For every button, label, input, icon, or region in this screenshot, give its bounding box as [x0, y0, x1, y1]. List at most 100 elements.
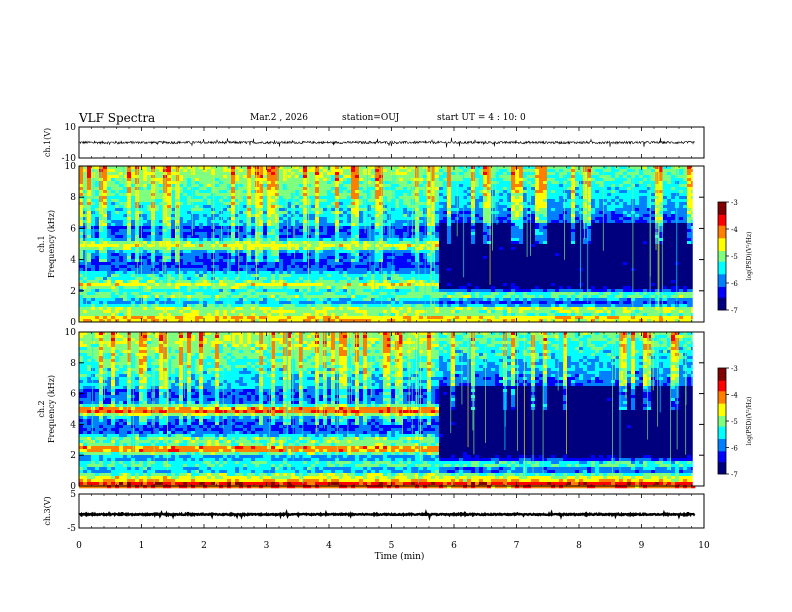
- ch1-spectrogram-cell: [315, 253, 320, 257]
- ch1-spectrogram-cell: [91, 307, 96, 311]
- ch1-spectrogram-cell: [431, 262, 436, 266]
- ch1-spectrogram-cell: [123, 289, 128, 293]
- ch1-spectrogram-cell: [407, 178, 412, 182]
- ch1-spectrogram-cell: [351, 250, 356, 254]
- ch1-spectrogram-cell: [447, 214, 452, 218]
- ch1-spectrogram-cell: [231, 229, 236, 233]
- ch1-spectrogram-cell: [219, 205, 224, 209]
- ch1-spectrogram-cell: [83, 319, 88, 323]
- ch1-spectrogram-cell: [335, 256, 340, 260]
- ch1-spectrogram-cell: [83, 238, 88, 242]
- ch1-spectrogram-cell: [79, 208, 84, 212]
- ch1-spectrogram-cell: [227, 253, 232, 257]
- ch1-spectrogram-cell: [211, 307, 216, 311]
- ch1-spectrogram-cell: [367, 196, 372, 200]
- ch1-spectrogram-cell: [355, 244, 360, 248]
- ch1-spectrogram-cell: [291, 268, 296, 272]
- ch1-spectrogram-cell: [79, 166, 84, 170]
- ch1-spectrogram-cell: [311, 187, 316, 191]
- ch1-spectrogram-cell: [155, 259, 160, 263]
- ch1-spectrogram-cell: [235, 268, 240, 272]
- ch1-spectrogram-cell: [387, 250, 392, 254]
- ch1-spectrogram-cell: [307, 316, 312, 320]
- ch1-spectrogram-cell: [243, 253, 248, 257]
- ch1-spectrogram-cell: [219, 181, 224, 185]
- ch1-spectrogram-cell: [351, 310, 356, 314]
- ch1-spectrogram-cell: [143, 316, 148, 320]
- ch1-spectrogram-cell: [155, 289, 160, 293]
- ch1-spectrogram-cell: [347, 235, 352, 239]
- ch1-spectrogram-cell: [247, 187, 252, 191]
- ch1-spectrogram-cell: [283, 247, 288, 251]
- ch1-spectrogram-cell: [371, 169, 376, 173]
- ch1-spectrogram-cell: [271, 166, 276, 170]
- ch1-spectrogram-cell: [247, 166, 252, 170]
- ch1-spectrogram-cell: [379, 313, 384, 317]
- ch1-spectrogram-cell: [319, 250, 324, 254]
- ch1-spectrogram-cell: [343, 187, 348, 191]
- ch1-spectrogram-cell: [111, 196, 116, 200]
- ch1-spectrogram-cell: [195, 175, 200, 179]
- ch1-spectrogram-cell: [195, 277, 200, 281]
- ch1-spectrogram-cell: [399, 196, 404, 200]
- ch1-spectrogram-cell: [431, 283, 436, 287]
- ch1-spectrogram-cell: [123, 166, 128, 170]
- ch1-spectrogram-cell: [239, 205, 244, 209]
- ch1-spectrogram-cell: [279, 253, 284, 257]
- ch1-spectrogram-cell: [299, 172, 304, 176]
- ch1-spectrogram-cell: [239, 226, 244, 230]
- ch1-spectrogram-cell: [155, 211, 160, 215]
- ch1-spectrogram-cell: [371, 175, 376, 179]
- ch1-spectrogram-cell: [151, 280, 156, 284]
- ch1-spectrogram-cell: [403, 313, 408, 317]
- ch1-spectrogram-cell: [439, 178, 444, 182]
- start-ut-label: start UT = 4 : 10: 0: [437, 113, 526, 123]
- ch1-spectrogram-cell: [335, 247, 340, 251]
- ch1-spectrogram-cell: [171, 262, 176, 266]
- ch1-spectrogram-cell: [351, 298, 356, 302]
- ch1-spectrogram-cell: [155, 310, 160, 314]
- ch1-spectrogram-cell: [227, 232, 232, 236]
- ch1-spectrogram-cell: [231, 313, 236, 317]
- ch1-spectrogram-cell: [287, 235, 292, 239]
- ch1-spectrogram-cell: [227, 205, 232, 209]
- ch1-spectrogram-cell: [147, 271, 152, 275]
- ch1-spectrogram-cell: [155, 226, 160, 230]
- ch1-spectrogram-cell: [127, 217, 132, 221]
- ch1-spectrogram-cell: [243, 220, 248, 224]
- ch1-spectrogram-cell: [251, 193, 256, 197]
- ch1-spectrogram-cell: [191, 286, 196, 290]
- ch1-spectrogram-cell: [279, 286, 284, 290]
- ch1-spectrogram-cell: [119, 193, 124, 197]
- ch1-spectrogram-cell: [251, 268, 256, 272]
- ch1-spectrogram-cell: [239, 283, 244, 287]
- ch1-spectrogram-cell: [283, 199, 288, 203]
- ch1-spectrogram-cell: [159, 316, 164, 320]
- ch1-spectrogram-cell: [395, 304, 400, 308]
- ch1-spectrogram-cell: [435, 277, 440, 281]
- ch1-spectrogram-cell: [203, 310, 208, 314]
- ch1-spectrogram-cell: [183, 307, 188, 311]
- ch1-spectrogram-cell: [87, 223, 92, 227]
- ch1-spectrogram-cell: [243, 262, 248, 266]
- ch1-spectrogram-cell: [183, 232, 188, 236]
- ch1-spectrogram-cell: [131, 229, 136, 233]
- ch1-spectrogram-cell: [283, 259, 288, 263]
- ch1-spectrogram-cell: [111, 166, 116, 170]
- ch1-spectrogram-cell: [191, 316, 196, 320]
- ch1-spectrogram-cell: [247, 301, 252, 305]
- ch1-spectrogram-cell: [351, 304, 356, 308]
- ch1-spectrogram-cell: [267, 298, 272, 302]
- ch1-spectrogram-cell: [327, 289, 332, 293]
- ch1-spectrogram-cell: [283, 217, 288, 221]
- ch1-spectrogram-cell: [139, 208, 144, 212]
- ch1-spectrogram-cell: [431, 172, 436, 176]
- ch1-spectrogram-cell: [287, 208, 292, 212]
- ch1-spectrogram-cell: [103, 259, 108, 263]
- ch1-spectrogram-cell: [267, 280, 272, 284]
- ch1-spectrogram-cell: [367, 184, 372, 188]
- ch1-spectrogram-cell: [359, 280, 364, 284]
- ch1-spectrogram-cell: [367, 253, 372, 257]
- ch1-spectrogram-cell: [191, 301, 196, 305]
- ch1-spectrogram-cell: [283, 172, 288, 176]
